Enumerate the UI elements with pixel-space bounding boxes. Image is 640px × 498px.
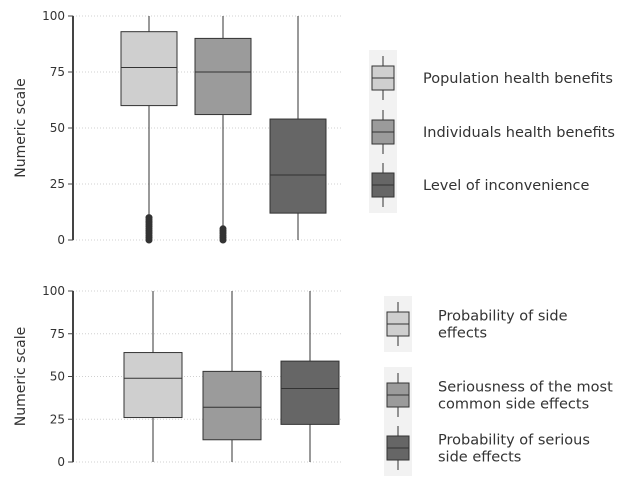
outlier-point <box>219 225 227 233</box>
box <box>123 352 183 419</box>
legend-label: Probability of serious side effects <box>438 433 590 466</box>
y-tick-label: 100 <box>42 284 65 298</box>
legend-label: Level of inconvenience <box>423 178 590 194</box>
legend-label: Probability of side effects <box>438 309 568 342</box>
y-axis-title: Numeric scale <box>13 78 29 177</box>
y-tick-label: 25 <box>50 177 65 191</box>
y-tick-label: 75 <box>50 65 65 79</box>
y-tick-label: 25 <box>50 412 65 426</box>
legend-label: Population health benefits <box>423 71 613 87</box>
legend-label: Seriousness of the most common side effec… <box>438 380 613 413</box>
legend-label: Individuals health benefits <box>423 125 615 141</box>
outlier-point <box>145 214 153 222</box>
y-tick-label: 100 <box>42 9 65 23</box>
y-tick-label: 0 <box>57 233 65 247</box>
box <box>202 370 262 441</box>
box <box>280 360 340 425</box>
y-tick-label: 75 <box>50 327 65 341</box>
y-tick-label: 50 <box>50 370 65 384</box>
y-tick-label: 0 <box>57 455 65 469</box>
y-tick-label: 50 <box>50 121 65 135</box>
box <box>269 118 327 214</box>
box <box>194 37 252 116</box>
y-axis-title: Numeric scale <box>13 327 29 426</box>
box <box>120 31 178 107</box>
